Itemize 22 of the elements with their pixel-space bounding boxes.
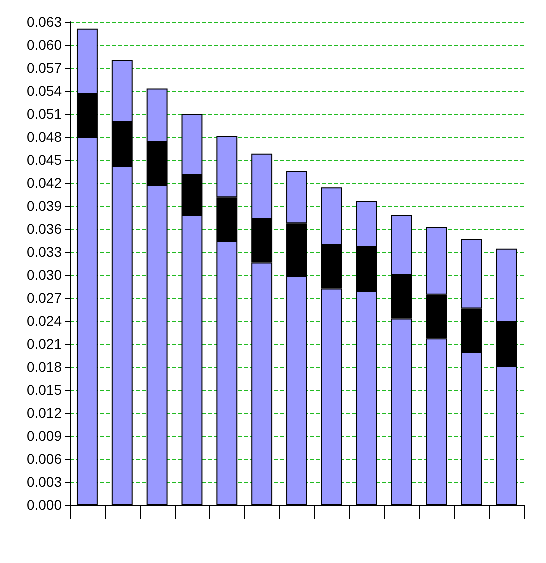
y-tick-label: 0.018 (26, 359, 62, 375)
y-tick-label: 0.027 (26, 290, 62, 306)
y-tick-label: 0.057 (26, 60, 62, 76)
y-tick-label: 0.042 (26, 175, 62, 191)
y-tick-label: 0.003 (26, 474, 62, 490)
y-tick-label: 0.051 (26, 106, 62, 122)
y-tick-label: 0.030 (26, 267, 62, 283)
y-tick-label: 0.063 (26, 14, 62, 30)
y-tick-label: 0.036 (26, 221, 62, 237)
y-tick-label: 0.000 (26, 497, 62, 513)
y-tick-label: 0.045 (26, 152, 62, 168)
y-tick-label: 0.015 (26, 382, 62, 398)
y-tick-label: 0.048 (26, 129, 62, 145)
y-tick-label: 0.054 (26, 83, 62, 99)
y-tick-label: 0.006 (26, 451, 62, 467)
y-tick-label: 0.009 (26, 428, 62, 444)
y-tick-label: 0.039 (26, 198, 62, 214)
y-tick-label: 0.024 (26, 313, 62, 329)
y-tick-label: 0.033 (26, 244, 62, 260)
y-tick-label: 0.060 (26, 37, 62, 53)
y-tick-label: 0.012 (26, 405, 62, 421)
y-tick-label: 0.021 (26, 336, 62, 352)
